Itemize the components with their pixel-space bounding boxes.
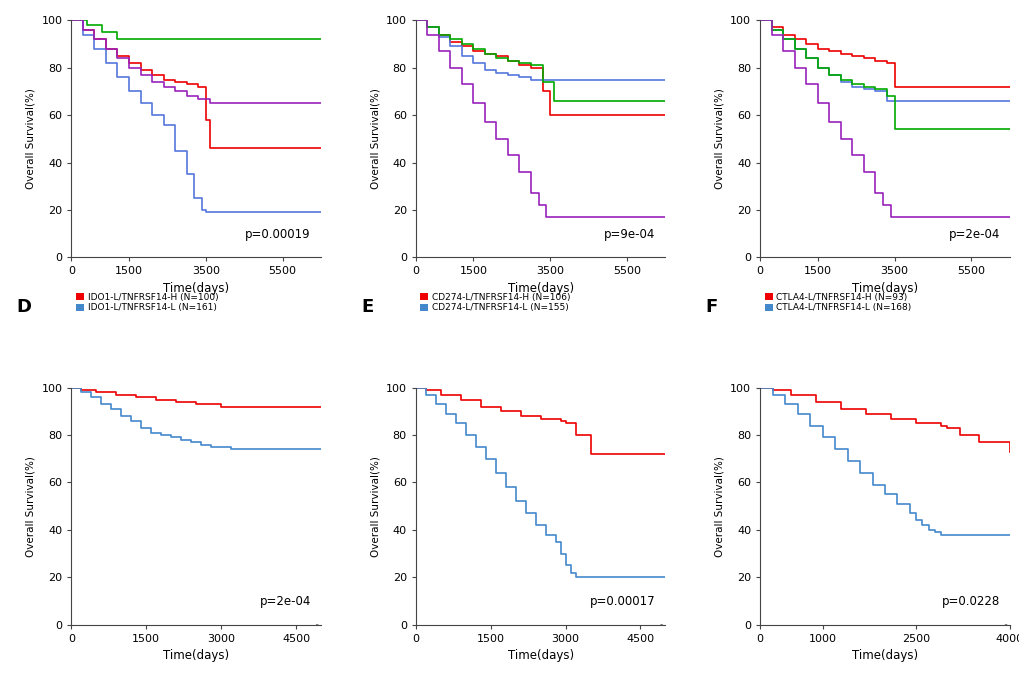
- Legend: CTLA4-L/TNFRSF14-H (N=93), CTLA4-L/TNFRSF14-L (N=168): CTLA4-L/TNFRSF14-H (N=93), CTLA4-L/TNFRS…: [764, 293, 911, 312]
- Text: p=9e-04: p=9e-04: [603, 227, 655, 241]
- Y-axis label: Overall Survival(%): Overall Survival(%): [714, 456, 723, 557]
- Text: p=0.00017: p=0.00017: [589, 595, 655, 608]
- X-axis label: Time(days): Time(days): [851, 282, 917, 295]
- Text: p=2e-04: p=2e-04: [948, 227, 999, 241]
- X-axis label: Time(days): Time(days): [507, 649, 573, 662]
- Legend: IDO1-L/TNFRSF14-H (N=100), IDO1-L/TNFRSF14-L (N=161): IDO1-L/TNFRSF14-H (N=100), IDO1-L/TNFRSF…: [75, 293, 218, 312]
- Y-axis label: Overall Survival(%): Overall Survival(%): [370, 88, 380, 189]
- Y-axis label: Overall Survival(%): Overall Survival(%): [25, 456, 36, 557]
- X-axis label: Time(days): Time(days): [507, 282, 573, 295]
- X-axis label: Time(days): Time(days): [851, 649, 917, 662]
- Text: p=0.0228: p=0.0228: [941, 595, 999, 608]
- Text: p=2e-04: p=2e-04: [260, 595, 311, 608]
- Text: D: D: [16, 297, 32, 316]
- Text: E: E: [361, 297, 373, 316]
- X-axis label: Time(days): Time(days): [163, 282, 229, 295]
- Text: F: F: [704, 297, 716, 316]
- Y-axis label: Overall Survival(%): Overall Survival(%): [714, 88, 723, 189]
- X-axis label: Time(days): Time(days): [163, 649, 229, 662]
- Y-axis label: Overall Survival(%): Overall Survival(%): [370, 456, 380, 557]
- Legend: CD274-L/TNFRSF14-H (N=106), CD274-L/TNFRSF14-L (N=155): CD274-L/TNFRSF14-H (N=106), CD274-L/TNFR…: [420, 293, 570, 312]
- Text: p=0.00019: p=0.00019: [246, 227, 311, 241]
- Y-axis label: Overall Survival(%): Overall Survival(%): [25, 88, 36, 189]
